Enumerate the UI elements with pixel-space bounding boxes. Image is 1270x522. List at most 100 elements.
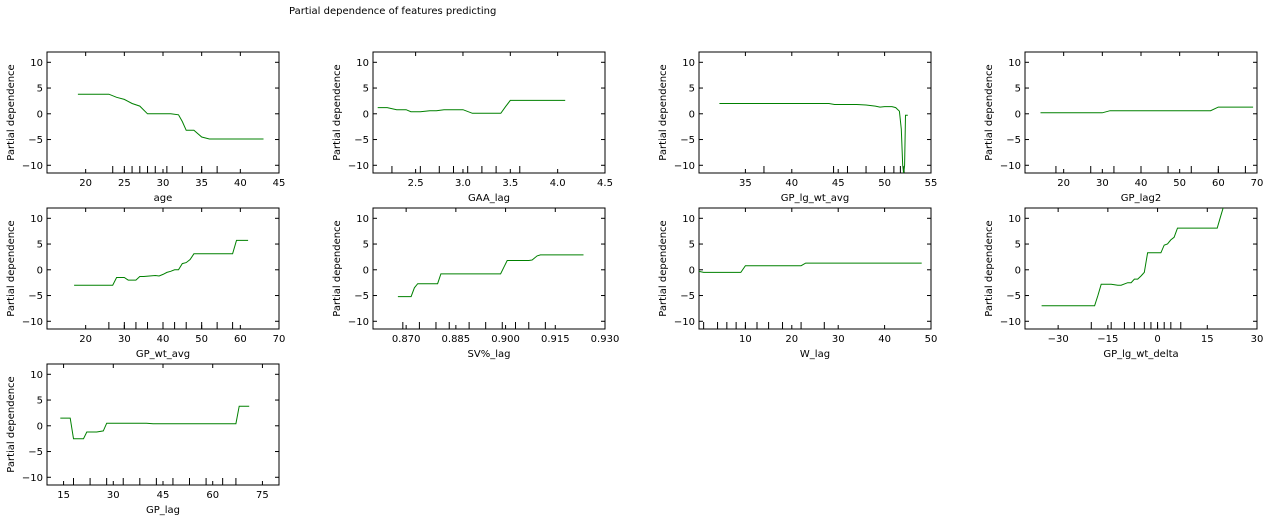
y-tick-label: −10 (1000, 161, 1021, 172)
y-tick-label: 5 (689, 240, 695, 251)
y-tick-label: −5 (28, 291, 43, 302)
x-tick-label: 60 (234, 334, 247, 345)
x-tick-label: 35 (195, 178, 208, 189)
subplot-gp-wt-avg: −10 −5 0 5 10 20 30 40 50 60 70 GP_wt_avg Partial de… (6, 207, 286, 360)
x-tick-label: 20 (79, 178, 92, 189)
y-tick-label: −5 (680, 135, 695, 146)
x-tick-label: 50 (1173, 178, 1186, 189)
y-tick-label: −10 (1000, 317, 1021, 328)
x-tick-label: 30 (118, 334, 131, 345)
x-tick-label: 60 (1212, 178, 1225, 189)
y-tick-label: −10 (674, 317, 695, 328)
x-tick-label: 45 (832, 178, 845, 189)
pd-line (397, 254, 584, 298)
y-tick-label: 10 (30, 58, 43, 69)
y-tick-label: 5 (37, 240, 43, 251)
y-axis-label: Partial dependence (332, 64, 343, 160)
y-axis-label: Partial dependence (984, 220, 995, 316)
subplot-gaa-lag: −10 −5 0 5 10 2.5 3.0 3.5 4.0 4.5 GAA_lag Partial d… (332, 51, 613, 204)
x-axis-label: GP_lag2 (1121, 193, 1161, 204)
subplot-gp-lag: −10 −5 0 5 10 15 30 45 60 75 GP_lag Partial depende… (6, 363, 280, 516)
x-tick-label: 75 (256, 490, 269, 501)
x-tick-label: 0 (1154, 334, 1160, 345)
x-tick-label: 70 (273, 334, 286, 345)
axes-frame (46, 51, 280, 174)
y-axis-label: Partial dependence (332, 220, 343, 316)
y-tick-label: 0 (363, 109, 369, 120)
subplot-gp-lg-wt-delta: −10 −5 0 5 10 −30 −15 0 15 30 GP_lg_wt_delta Partia… (984, 207, 1264, 360)
y-tick-label: 5 (1015, 84, 1021, 95)
y-tick-label: −5 (680, 291, 695, 302)
x-tick-label: 30 (832, 334, 845, 345)
pd-line (377, 99, 566, 114)
x-axis-label: W_lag (800, 349, 830, 360)
x-axis-label: GP_wt_avg (136, 349, 190, 360)
subplot-sv-lag: −10 −5 0 5 10 0.870 0.885 0.900 0.915 0.930 SV%_la… (332, 207, 620, 360)
axes-frame (698, 207, 932, 330)
y-tick-label: 0 (363, 265, 369, 276)
pd-line (74, 239, 249, 286)
x-tick-label: 30 (1251, 334, 1264, 345)
x-tick-label: 4.0 (550, 178, 566, 189)
x-tick-label: 2.5 (408, 178, 424, 189)
y-tick-label: 0 (1015, 265, 1021, 276)
y-axis-label: Partial dependence (658, 64, 669, 160)
y-tick-label: 10 (682, 214, 695, 225)
axes-frame (698, 51, 932, 174)
x-tick-label: 30 (1096, 178, 1109, 189)
x-tick-label: 15 (1201, 334, 1214, 345)
pd-line (1040, 106, 1254, 114)
y-tick-label: −5 (1006, 135, 1021, 146)
x-tick-label: 0.885 (442, 334, 471, 345)
subplot-age: −10 −5 0 5 10 20 25 30 35 40 45 age Partial dependen… (6, 51, 285, 204)
y-tick-label: −5 (354, 291, 369, 302)
x-tick-label: 40 (878, 334, 891, 345)
y-axis-label: Partial dependence (6, 376, 17, 472)
y-tick-label: 5 (1015, 240, 1021, 251)
x-tick-label: 0.930 (591, 334, 620, 345)
y-axis-label: Partial dependence (6, 64, 17, 160)
x-axis-label: GAA_lag (468, 193, 510, 204)
x-tick-label: 0.870 (392, 334, 421, 345)
x-tick-label: 20 (1057, 178, 1070, 189)
y-tick-label: 0 (37, 265, 43, 276)
y-tick-label: 5 (37, 84, 43, 95)
x-tick-label: 3.5 (502, 178, 518, 189)
x-axis-label: SV%_lag (468, 349, 511, 360)
x-tick-label: 30 (157, 178, 170, 189)
x-tick-label: 45 (157, 490, 170, 501)
x-tick-label: 3.0 (455, 178, 471, 189)
pd-line (1041, 208, 1224, 307)
x-tick-label: 20 (79, 334, 92, 345)
pd-line (699, 262, 922, 273)
subplot-gp-lg-wt-avg: −10 −5 0 5 10 35 40 45 50 55 GP_lg_wt_avg Partial d… (658, 51, 938, 204)
x-tick-label: 40 (234, 178, 247, 189)
pd-line (719, 103, 908, 173)
y-tick-label: 5 (689, 84, 695, 95)
y-tick-label: 0 (1015, 109, 1021, 120)
x-tick-label: 55 (925, 178, 938, 189)
y-tick-label: −5 (1006, 291, 1021, 302)
pd-line (60, 405, 250, 440)
x-tick-label: 60 (206, 490, 219, 501)
y-tick-label: 0 (37, 421, 43, 432)
y-tick-label: −5 (28, 135, 43, 146)
y-tick-label: −5 (28, 447, 43, 458)
y-tick-label: 10 (682, 58, 695, 69)
x-axis-label: GP_lg_wt_avg (781, 193, 849, 204)
x-tick-label: 4.5 (597, 178, 613, 189)
x-axis-label: GP_lg_wt_delta (1103, 349, 1178, 360)
y-tick-label: −10 (674, 161, 695, 172)
x-tick-label: 25 (118, 178, 131, 189)
x-tick-label: 0.915 (541, 334, 570, 345)
y-tick-label: 10 (356, 214, 369, 225)
axes-frame (372, 207, 606, 330)
y-axis-label: Partial dependence (658, 220, 669, 316)
y-tick-label: −10 (348, 317, 369, 328)
x-tick-label: 50 (195, 334, 208, 345)
x-tick-label: 50 (878, 178, 891, 189)
y-tick-label: 5 (37, 396, 43, 407)
figure-title: Partial dependence of features predictin… (289, 6, 497, 17)
